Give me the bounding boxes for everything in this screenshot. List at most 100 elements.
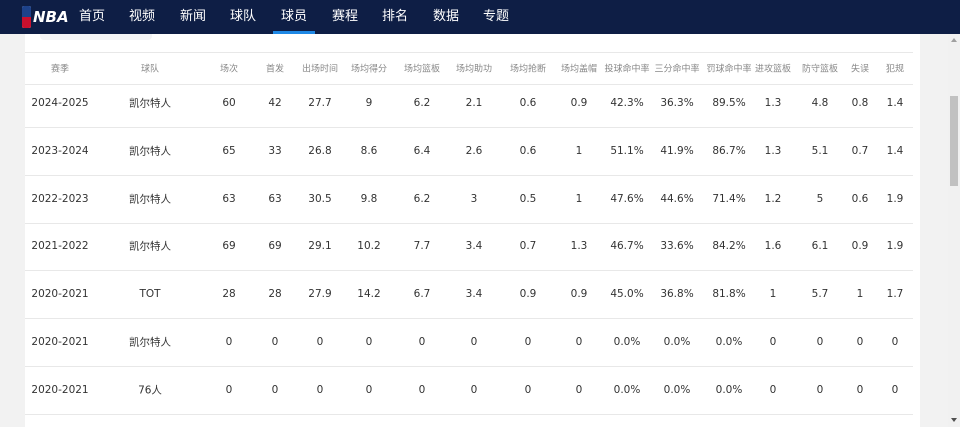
content-panel (25, 34, 920, 427)
nav-link[interactable]: 首页 (78, 9, 106, 24)
table-cell: 81.8% (712, 288, 746, 301)
nav-link[interactable]: 视频 (128, 9, 156, 24)
table-cell: 36.3% (660, 97, 694, 109)
table-cell: 1.3 (764, 144, 782, 157)
table-cell: 0 (365, 383, 373, 396)
row-divider (25, 318, 913, 319)
faded-control (40, 34, 152, 40)
column-header: 投球命中率 (604, 64, 650, 75)
table-cell: 凯尔特人 (129, 145, 171, 158)
table-cell: 1.3 (764, 97, 782, 109)
column-header: 场次 (219, 64, 239, 75)
table-cell: 7.7 (413, 240, 431, 253)
table-cell: 0.0% (663, 336, 691, 348)
nav-link[interactable]: 球员 (272, 0, 316, 34)
table-cell: 86.7% (712, 144, 746, 157)
table-cell: 42.3% (610, 97, 644, 109)
table-cell: 42 (268, 97, 282, 109)
logo-icon (22, 6, 31, 28)
nav-bar: NBA 首页 视频 新闻 球队 球员 赛程 排名 数据 专题 (0, 0, 960, 34)
table-cell: 9.8 (360, 192, 378, 205)
scroll-down[interactable] (951, 418, 957, 422)
table-cell: 89.5% (712, 97, 746, 109)
table-cell: 1 (856, 288, 864, 301)
table-cell: 26.8 (308, 144, 332, 157)
table-cell: 4.8 (811, 97, 829, 109)
table-cell: 28 (222, 288, 236, 301)
table-cell: 1.9 (886, 240, 904, 253)
table-cell: 33 (268, 144, 282, 157)
scrollbar-thumb[interactable] (950, 96, 958, 186)
row-divider (25, 223, 913, 224)
table-cell: 6.4 (413, 144, 431, 157)
table-cell: 0.6 (851, 192, 869, 205)
table-cell: 1.2 (764, 192, 782, 205)
row-divider (25, 127, 913, 128)
table-cell: 0 (769, 383, 777, 396)
table-cell: 1.9 (886, 192, 904, 205)
logo-text: NBA (33, 8, 69, 26)
table-cell: 0 (316, 383, 324, 396)
nav-link[interactable]: 球队 (229, 9, 257, 24)
nav-link[interactable]: 专题 (482, 9, 510, 24)
table-cell: 1 (575, 192, 583, 205)
table-cell: 0 (524, 383, 532, 396)
table-cell: 29.1 (308, 240, 332, 253)
table-cell: 0 (271, 383, 279, 396)
nav-link[interactable]: 新闻 (179, 9, 207, 24)
table-cell: 30.5 (308, 192, 332, 205)
table-cell: 36.8% (660, 288, 694, 301)
column-header: 场均助功 (455, 64, 493, 75)
table-cell: 0 (470, 336, 478, 348)
column-header: 犯规 (885, 64, 905, 75)
row-divider (25, 52, 913, 53)
table-cell: 63 (222, 192, 236, 205)
table-cell: 84.2% (712, 240, 746, 253)
table-cell: 0.7 (851, 144, 869, 157)
nav-link[interactable]: 数据 (432, 9, 460, 24)
table-cell: 2020-2021 (31, 336, 89, 348)
column-header: 出场时间 (301, 64, 339, 75)
table-cell: 0.0% (663, 383, 691, 396)
table-cell: 1.6 (764, 240, 782, 253)
table-cell: 0 (418, 336, 426, 348)
table-cell: 3.4 (465, 288, 483, 301)
table-cell: 0 (316, 336, 324, 348)
table-cell: 33.6% (660, 240, 694, 253)
table-cell: 0 (271, 336, 279, 348)
table-cell: 0 (524, 336, 532, 348)
table-cell: 2022-2023 (31, 192, 89, 205)
table-cell: 5 (816, 192, 824, 205)
column-header: 罚球命中率 (706, 64, 752, 75)
table-cell: 0 (470, 383, 478, 396)
column-header: 场均抢断 (509, 64, 547, 75)
logo[interactable]: NBA (22, 4, 69, 30)
table-cell: 47.6% (610, 192, 644, 205)
table-cell: 60 (222, 97, 236, 109)
table-cell: 3.4 (465, 240, 483, 253)
column-header: 进攻篮板 (754, 64, 792, 75)
table-cell: 2021-2022 (31, 240, 89, 253)
table-cell: 0.9 (519, 288, 537, 301)
nav-link[interactable]: 赛程 (331, 9, 359, 24)
table-cell: 44.6% (660, 192, 694, 205)
nav-link[interactable]: 排名 (381, 9, 409, 24)
column-header: 失误 (850, 64, 870, 75)
table-cell: 1.3 (570, 240, 588, 253)
table-cell: 27.9 (308, 288, 332, 301)
table-cell: 28 (268, 288, 282, 301)
scroll-up[interactable] (951, 38, 957, 42)
table-cell: 45.0% (610, 288, 644, 301)
table-cell: 0 (856, 383, 864, 396)
table-cell: 1.4 (886, 144, 904, 157)
table-cell: 0 (418, 383, 426, 396)
row-divider (25, 414, 913, 415)
table-cell: 2020-2021 (31, 383, 89, 396)
table-cell: 27.7 (308, 97, 332, 109)
scrollbar-track (948, 34, 960, 427)
table-cell: 2023-2024 (31, 144, 89, 157)
table-cell: 0 (816, 336, 824, 348)
table-cell: 2020-2021 (31, 288, 89, 301)
table-cell: 3 (470, 192, 478, 205)
